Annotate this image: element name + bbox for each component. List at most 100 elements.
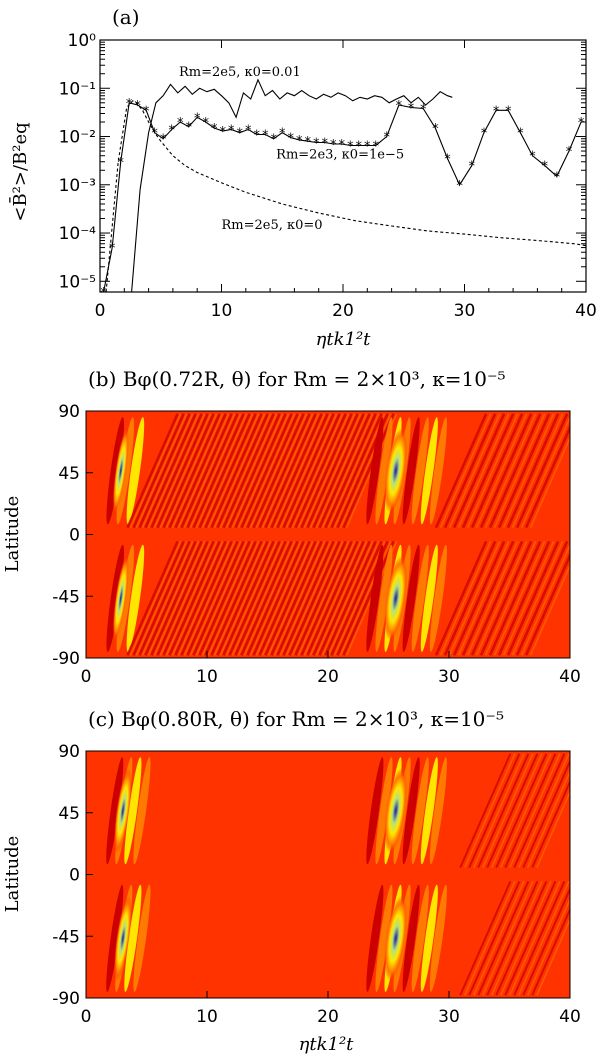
heatmap-core [112, 556, 129, 641]
heatmap-stripe [294, 413, 347, 529]
heatmap-stripe [477, 753, 530, 869]
heatmap-stripe-light [249, 541, 302, 656]
heatmap-stripe [504, 880, 557, 996]
y-tick-label: 90 [58, 402, 80, 422]
heatmap-stripe [144, 413, 197, 529]
heatmap-stripe [479, 540, 533, 656]
heatmap-stripe-light [303, 413, 356, 528]
heatmap-stripe-light [457, 541, 510, 656]
heatmap-stripe [522, 758, 570, 869]
heatmap-lobe [375, 884, 393, 992]
heatmap-stripe-light [261, 413, 314, 528]
heatmap-stripe-light [141, 541, 194, 656]
star-marker: * [408, 101, 415, 116]
x-tick-label: 20 [317, 667, 339, 687]
heatmap-stripe-light [207, 541, 260, 656]
star-marker: * [396, 99, 403, 114]
heatmap-stripe [252, 540, 305, 656]
heatmap-stripe-light [177, 541, 230, 656]
x-tick-label: 10 [196, 1007, 218, 1027]
heatmap-stripe [504, 753, 557, 869]
heatmap-stripe [294, 540, 347, 656]
star-marker: * [481, 127, 488, 142]
heatmap-stripe-light [225, 413, 278, 528]
heatmap-stripe [488, 540, 542, 656]
panel-a: (a) **** * ** ** * ** * * * * * * * * * * * * * * * * * * * * *** *… [8, 5, 597, 350]
star-marker: * [194, 111, 201, 126]
heatmap-stripe-light [509, 881, 561, 996]
x-tick-label: 10 [211, 301, 233, 321]
y-tick-label: -90 [52, 989, 80, 1009]
heatmap-stripe-light [466, 413, 519, 528]
heatmap-stripe [288, 413, 341, 529]
heatmap-stripe [264, 540, 317, 656]
panel-a-title: (a) [112, 5, 140, 29]
y-tick-label: 10⁻² [59, 128, 96, 148]
heatmap-core [384, 428, 408, 514]
heatmap-lobe [402, 884, 420, 992]
heatmap-stripe-light [466, 541, 519, 656]
y-tick-label: 45 [58, 804, 80, 824]
heatmap-stripe-light [327, 541, 380, 656]
heatmap-stripe [486, 880, 539, 996]
star-marker: * [313, 137, 320, 152]
heatmap-stripe [150, 413, 203, 529]
heatmap-stripe [204, 413, 257, 529]
heatmap-stripe-light [213, 413, 266, 528]
heatmap-stripe [198, 413, 251, 529]
heatmap-stripe-light [439, 413, 492, 528]
heatmap-stripe-light [493, 413, 546, 528]
heatmap-stripe-light [309, 413, 362, 528]
heatmap-stripe-light [189, 541, 242, 656]
heatmap-stripe-light [231, 413, 284, 528]
heatmap-stripe-light [129, 541, 182, 656]
heatmap-lobe [124, 884, 142, 992]
heatmap-stripe-light [303, 541, 356, 656]
heatmap-stripe [330, 413, 383, 529]
heatmap-core [114, 768, 132, 853]
heatmap-stripe-light [159, 413, 212, 528]
heatmap-stripe [222, 413, 275, 529]
heatmap-stripe [470, 540, 524, 656]
heatmap-lobe [429, 417, 447, 525]
heatmap-stripe-light [464, 753, 516, 868]
heatmap-stripe [318, 540, 371, 656]
heatmap-lobe [106, 544, 125, 652]
series-annotation: Rm=2e5, κ0=0 [222, 218, 323, 233]
heatmap-stripe [222, 540, 275, 656]
heatmap-stripe-light [500, 753, 552, 868]
heatmap-lobe [133, 757, 151, 865]
heatmap-stripe-light [536, 790, 570, 868]
panel-c: (c) Bφ(0.80R, θ) for Rm = 2×10³, κ=10⁻⁵ … [2, 707, 581, 1055]
heatmap-stripe [497, 540, 551, 656]
heatmap-stripe [270, 413, 323, 529]
heatmap-stripe [324, 540, 377, 656]
heatmap-stripe [443, 413, 497, 529]
heatmap-stripe-light [502, 413, 555, 528]
star-marker: * [322, 137, 329, 152]
star-marker: * [339, 138, 346, 153]
heatmap-lobe [429, 884, 447, 992]
heatmap-stripe [531, 906, 570, 996]
heatmap-stripe-light [518, 881, 570, 996]
heatmap-stripe [258, 540, 311, 656]
star-marker: * [529, 150, 536, 165]
heatmap-lobe [366, 884, 384, 992]
panel-c-x-ticks: 0 10 20 30 40 [81, 991, 581, 1027]
heatmap-stripe [168, 413, 221, 529]
heatmap-stripe [495, 880, 548, 996]
heatmap-stripe [479, 413, 533, 529]
heatmap-stripe-light [255, 541, 308, 656]
heatmap-stripe-light [491, 753, 543, 868]
heatmap-stripe-light [201, 541, 254, 656]
x-tick-label: 20 [332, 301, 354, 321]
heatmap-stripe-light [285, 541, 338, 656]
heatmap-stripe [434, 413, 488, 529]
heatmap-lobe [411, 544, 429, 652]
heatmap-stripe [342, 540, 395, 656]
heatmap-stripe-light [207, 413, 260, 528]
heatmap-lobe [411, 417, 429, 525]
heatmap-stripe-light [213, 541, 266, 656]
heatmap-stripe-light [243, 413, 296, 528]
heatmap-stripe [126, 413, 179, 529]
